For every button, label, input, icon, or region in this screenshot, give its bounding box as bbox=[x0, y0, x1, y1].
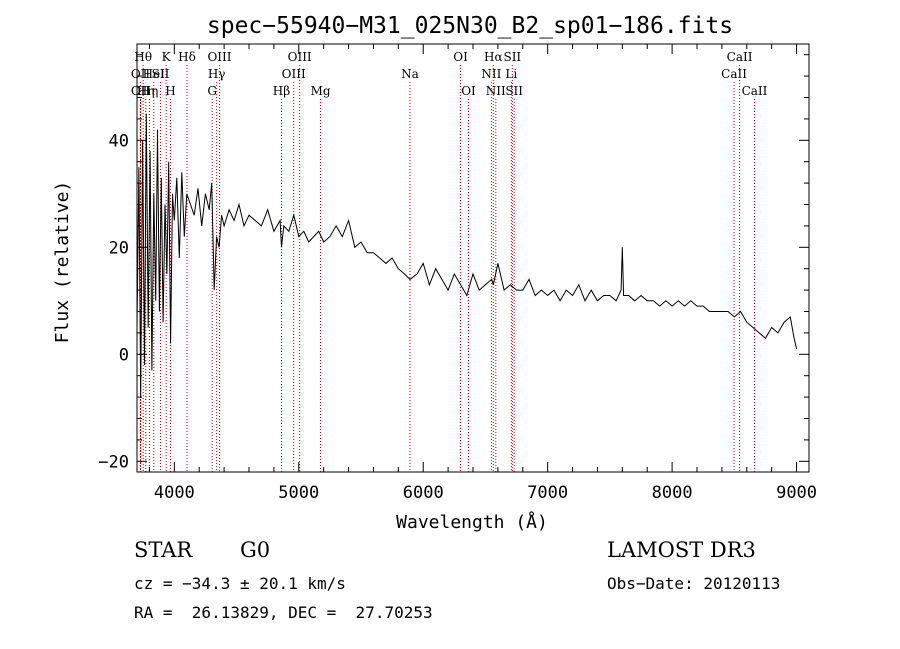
spectral-line-label: Hη bbox=[141, 84, 159, 98]
spectral-line-label: OIII bbox=[207, 50, 231, 64]
x-axis-label: Wavelength (Å) bbox=[396, 511, 548, 533]
survey-name: LAMOST DR3 bbox=[607, 538, 756, 562]
spectral-line-label: OII bbox=[131, 67, 151, 81]
spectral-line-label: Li bbox=[505, 67, 517, 81]
spectral-line-label: Hη bbox=[137, 84, 155, 98]
spectral-line-markers: OIIOIIHθHηHηHeISIIKHHδGHγOIIIHβOIIIOIIIM… bbox=[131, 50, 768, 472]
axis-ticks: 4000 5000 6000 7000 8000 9000 −20 0 20 40 bbox=[98, 44, 817, 503]
spectral-line-label: HeI bbox=[143, 67, 166, 81]
object-class: STAR bbox=[134, 538, 193, 562]
y-tick-label: 0 bbox=[119, 345, 129, 365]
spectral-line-label: OI bbox=[453, 50, 468, 64]
object-subclass: G0 bbox=[240, 538, 271, 562]
redshift-velocity: cz = −34.3 ± 20.1 km/s bbox=[134, 574, 346, 593]
x-tick-label: 9000 bbox=[776, 483, 817, 503]
y-tick-label: 40 bbox=[109, 131, 129, 151]
spectral-line-label: Mg bbox=[311, 84, 331, 98]
spectral-line-label: Hδ bbox=[178, 50, 196, 64]
spectral-line-label: OII bbox=[131, 84, 151, 98]
spectral-line-label: G bbox=[207, 84, 217, 98]
spectral-line-label: OIII bbox=[282, 67, 306, 81]
spectral-line-label: Hγ bbox=[208, 67, 226, 81]
spectral-line-label: CaII bbox=[721, 67, 747, 81]
spectral-line-label: OI bbox=[461, 84, 476, 98]
x-tick-label: 7000 bbox=[527, 483, 568, 503]
spectral-line-label: Hα bbox=[484, 50, 503, 64]
spectral-line-label: K bbox=[162, 50, 172, 64]
spectrum-series bbox=[136, 113, 798, 398]
x-tick-label: 8000 bbox=[652, 483, 693, 503]
spectral-line-label: NII bbox=[486, 84, 506, 98]
plot-frame bbox=[136, 43, 810, 473]
x-tick-label: 5000 bbox=[278, 483, 319, 503]
spectral-line-label: Hβ bbox=[273, 84, 290, 98]
spectral-line-label: Na bbox=[401, 67, 419, 81]
spectral-line-label: SII bbox=[503, 50, 521, 64]
y-axis-label: Flux (relative) bbox=[52, 181, 73, 344]
spectral-line-label: CaII bbox=[727, 50, 753, 64]
x-tick-label: 6000 bbox=[403, 483, 444, 503]
y-tick-label: 20 bbox=[109, 238, 129, 258]
y-tick-label: −20 bbox=[98, 452, 129, 472]
spectral-line-label: SII bbox=[152, 67, 170, 81]
chart-title: spec−55940−M31_025N30_B2_sp01−186.fits bbox=[207, 13, 733, 39]
spectral-line-label: SII bbox=[505, 84, 523, 98]
spectral-line-label: Hθ bbox=[134, 50, 152, 64]
x-tick-label: 4000 bbox=[154, 483, 195, 503]
spectral-line-label: CaII bbox=[742, 84, 768, 98]
spectral-line-label: H bbox=[165, 84, 175, 98]
observation-date: Obs−Date: 20120113 bbox=[607, 574, 781, 593]
spectrum-line bbox=[136, 113, 798, 398]
spectral-line-label: NII bbox=[481, 67, 501, 81]
spectral-line-label: OIII bbox=[288, 50, 312, 64]
sky-coordinates: RA = 26.13829, DEC = 27.70253 bbox=[134, 603, 433, 622]
